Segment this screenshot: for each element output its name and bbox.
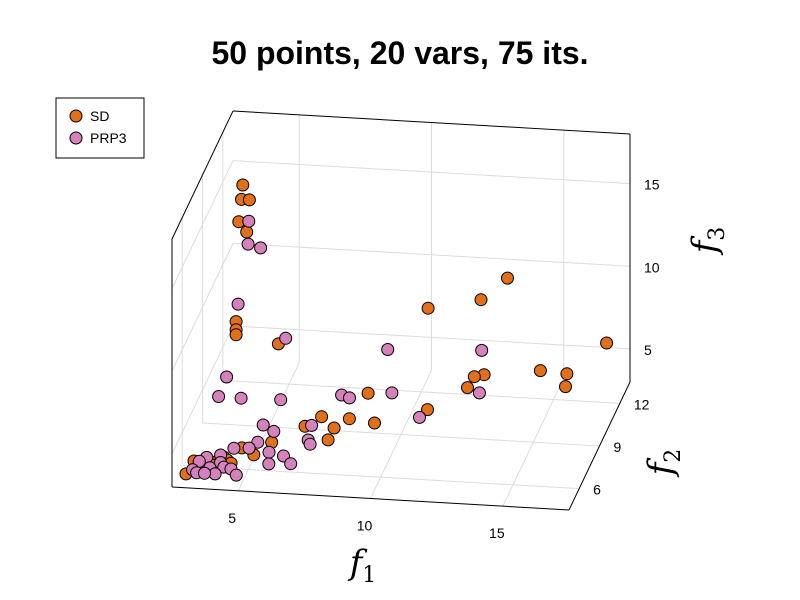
axis-line-y	[568, 381, 631, 511]
data-point-sd	[236, 178, 250, 192]
data-point-prp3	[413, 410, 426, 424]
legend-label-prp3: PRP3	[90, 130, 127, 146]
data-point-sd	[474, 293, 488, 307]
tick-label-y: 12	[634, 396, 650, 412]
data-point-prp3	[284, 457, 298, 471]
data-points	[179, 178, 614, 482]
chart-title: 50 points, 20 vars, 75 its.	[211, 35, 588, 71]
data-point-prp3	[303, 437, 317, 451]
data-point-prp3	[279, 331, 293, 345]
axis-line-x	[171, 486, 570, 511]
data-point-sd	[229, 328, 243, 342]
legend-box	[55, 97, 145, 159]
data-point-sd	[315, 410, 329, 424]
data-point-prp3	[475, 343, 489, 357]
data-point-prp3	[472, 386, 486, 400]
x-axis-label: f1	[347, 543, 377, 588]
tick-label-x: 15	[489, 525, 505, 541]
data-point-sd	[533, 364, 547, 378]
gridline-z-side	[171, 325, 234, 455]
grid	[171, 114, 631, 507]
tick-label-y: 6	[593, 482, 601, 498]
data-point-sd	[368, 416, 381, 430]
tick-label-x: 5	[228, 510, 236, 526]
gridline-y-floor	[222, 379, 620, 404]
data-point-sd	[327, 421, 341, 435]
tick-label-z: 5	[644, 342, 652, 358]
y-axis-label: f2	[641, 449, 686, 479]
data-point-sd	[467, 370, 481, 384]
data-point-prp3	[242, 214, 256, 228]
gridline-y-floor	[182, 465, 580, 490]
data-point-prp3	[231, 297, 245, 311]
data-point-prp3	[256, 418, 270, 432]
data-point-prp3	[381, 343, 395, 356]
data-point-prp3	[242, 441, 256, 455]
frame-edge-top-left	[171, 110, 234, 240]
tick-labels: 5 10 15 6 9 12 5 10 15	[228, 177, 660, 542]
gridline-z-side	[171, 160, 234, 289]
tick-label-z: 15	[644, 177, 660, 193]
data-point-prp3	[229, 468, 243, 482]
data-point-prp3	[220, 370, 234, 384]
tick-label-y: 9	[614, 439, 622, 455]
gridline-z-back	[232, 160, 631, 185]
data-point-sd	[501, 271, 514, 285]
data-point-sd	[421, 301, 435, 315]
gridline-z-back	[232, 242, 631, 267]
data-point-prp3	[267, 424, 281, 438]
tick-label-z: 10	[644, 259, 660, 275]
data-point-prp3	[254, 241, 268, 255]
frame-edge-top-back	[232, 110, 631, 135]
data-point-prp3	[212, 390, 226, 403]
gridline-z-side	[171, 243, 234, 372]
z-axis-label: f3	[685, 227, 730, 257]
data-point-sd	[361, 386, 375, 400]
axes	[171, 110, 631, 511]
data-point-prp3	[385, 386, 399, 400]
data-point-sd	[461, 381, 474, 395]
data-point-prp3	[227, 441, 241, 455]
data-point-sd	[242, 193, 256, 207]
data-point-prp3	[305, 418, 319, 432]
data-point-sd	[421, 403, 434, 417]
data-point-sd	[560, 367, 574, 381]
data-point-prp3	[343, 391, 356, 405]
gridline-z-back	[232, 325, 631, 350]
data-point-prp3	[198, 466, 211, 480]
legend: SD PRP3	[55, 97, 145, 159]
axis-labels: f1 f2 f3	[347, 227, 730, 588]
data-point-sd	[321, 433, 335, 447]
data-point-prp3	[234, 391, 248, 405]
data-point-prp3	[241, 237, 255, 251]
data-point-sd	[240, 225, 254, 239]
legend-label-sd: SD	[90, 108, 109, 124]
tick-label-x: 10	[357, 518, 373, 534]
data-point-sd	[342, 412, 356, 426]
data-point-sd	[559, 380, 572, 394]
data-point-prp3	[262, 457, 276, 471]
data-point-prp3	[262, 445, 276, 459]
data-point-prp3	[274, 393, 288, 407]
legend-marker-prp3	[69, 131, 83, 145]
data-point-sd	[600, 336, 614, 350]
legend-marker-sd	[69, 109, 83, 123]
